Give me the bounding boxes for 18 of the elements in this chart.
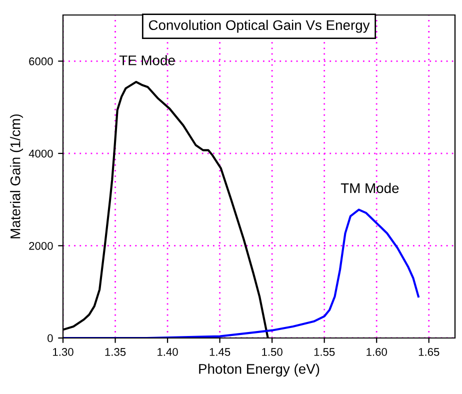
series-label: TM Mode [340, 182, 399, 194]
y-tick-label: 0 [48, 334, 53, 342]
x-tick-label: 1.55 [314, 348, 335, 356]
x-tick-label: 1.65 [418, 348, 440, 356]
y-tick-label: 4000 [28, 150, 53, 158]
x-tick-label: 1.45 [210, 348, 230, 356]
x-tick-label: 1.50 [262, 348, 282, 356]
x-axis-title: Photon Energy (eV) [199, 364, 320, 377]
series-label: TE Mode [119, 55, 175, 66]
y-tick-label: 6000 [29, 57, 53, 66]
x-tick-label: 1.35 [105, 348, 126, 356]
y-tick-label: 2000 [29, 242, 53, 250]
line-series [63, 208, 420, 338]
x-tick-label: 1.60 [366, 348, 387, 356]
chart-title: Convolution Optical Gain Vs Energy [148, 20, 370, 33]
y-axis-title: Material Gain (1/cm) [10, 114, 23, 238]
x-tick-label: 1.30 [53, 348, 74, 356]
x-tick-label: 1.40 [158, 348, 178, 356]
